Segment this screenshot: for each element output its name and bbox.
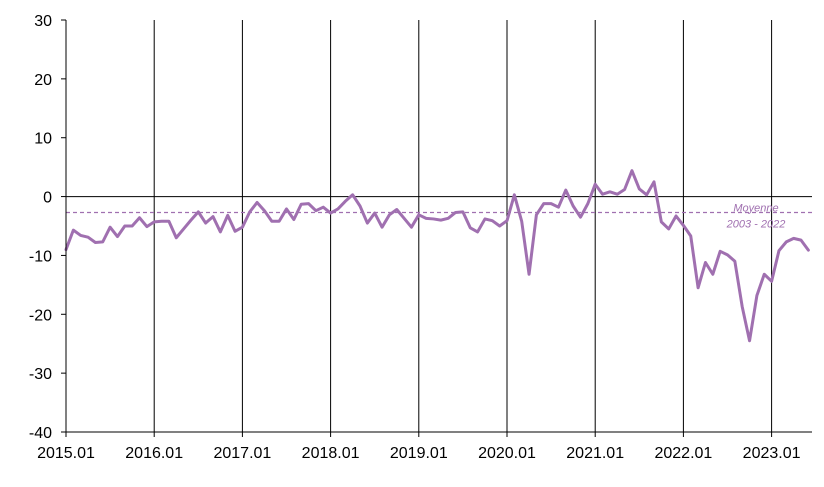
y-tick-label: -30: [29, 366, 52, 383]
x-axis-ticks: 2015.01 2016.01 2017.01 2018.01 2019.01 2020.…: [37, 432, 801, 462]
y-tick-label: -20: [29, 307, 52, 324]
x-tick-label: 2021.01: [566, 445, 624, 462]
x-tick-label: 2019.01: [390, 445, 448, 462]
series-line: [64, 169, 810, 343]
reference-line-period-label: 2003 - 2022: [726, 218, 786, 230]
x-tick-label: 2023.01: [743, 445, 801, 462]
x-tick-label: 2022.01: [654, 445, 712, 462]
x-tick-label: 2016.01: [125, 445, 183, 462]
y-tick-label: -40: [29, 425, 52, 442]
y-tick-label: 30: [34, 13, 52, 30]
x-tick-label: 2020.01: [478, 445, 536, 462]
x-tick-label: 2015.01: [37, 445, 95, 462]
y-tick-label: 10: [34, 131, 52, 148]
x-tick-label: 2017.01: [213, 445, 271, 462]
x-tick-label: 2018.01: [302, 445, 360, 462]
reference-line-label: Moyenne: [733, 202, 778, 214]
y-tick-label: 0: [43, 190, 52, 207]
y-tick-label: -10: [29, 248, 52, 265]
y-tick-label: 20: [34, 72, 52, 89]
vertical-gridlines: [153, 20, 773, 432]
y-axis-ticks: 30 20 10 0 -10 -20 -30 -40: [29, 13, 66, 442]
